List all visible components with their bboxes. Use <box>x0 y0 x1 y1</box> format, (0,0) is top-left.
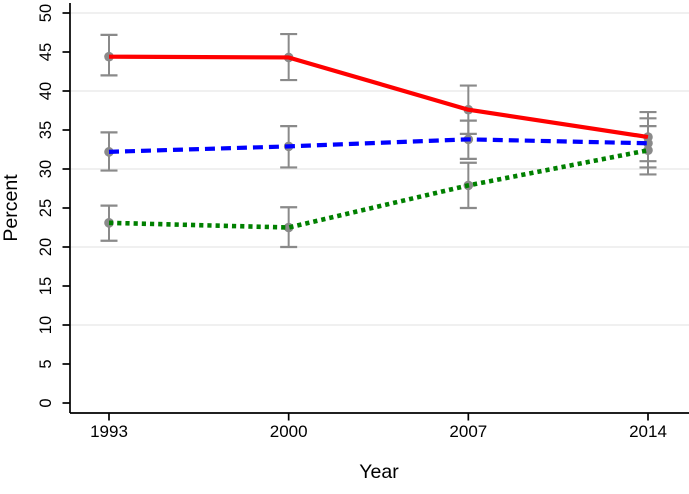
series-line-blue-dashed <box>108 137 649 154</box>
y-tick-label: 0 <box>37 398 55 407</box>
y-tick-label: 45 <box>37 43 55 61</box>
x-tick-label: 2014 <box>629 422 667 441</box>
y-tick-label: 15 <box>37 277 55 295</box>
y-tick-label: 35 <box>37 121 55 139</box>
y-tick-label: 10 <box>37 316 55 334</box>
x-tick-label: 1993 <box>90 422 128 441</box>
data-point-marker-blue-dashed <box>643 138 653 149</box>
y-tick-label: 30 <box>37 160 55 178</box>
x-tick-label: 2000 <box>270 422 308 441</box>
series-line-red-solid <box>108 54 649 140</box>
y-tick-label: 40 <box>37 82 55 100</box>
x-axis-title: Year <box>359 461 399 483</box>
y-tick-label: 5 <box>37 359 55 368</box>
y-tick-label: 20 <box>37 238 55 256</box>
x-tick-label: 2007 <box>449 422 487 441</box>
series-line-green-dotted <box>108 148 649 230</box>
y-axis-title: Percent <box>0 174 22 242</box>
y-tick-label: 50 <box>37 4 55 22</box>
y-tick-label: 25 <box>37 199 55 217</box>
